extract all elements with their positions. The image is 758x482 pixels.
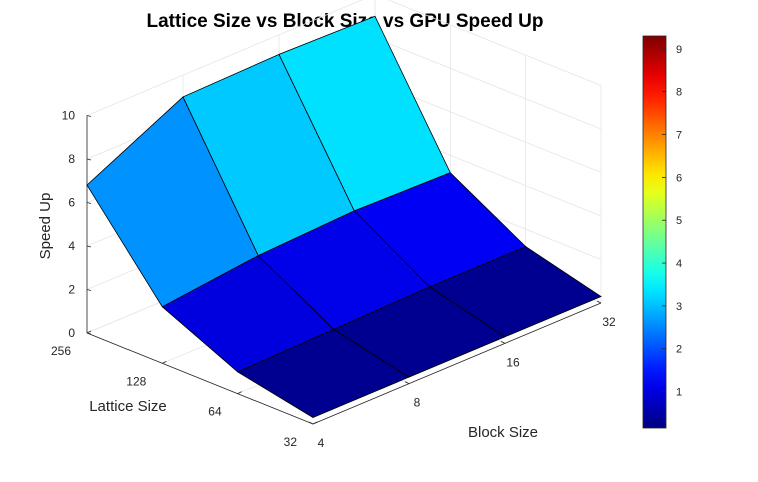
z-tick-mark <box>86 332 92 335</box>
z-tick-label: 0 <box>68 326 75 340</box>
z-tick-label: 6 <box>68 196 75 210</box>
y-tick-label: 64 <box>208 405 222 419</box>
x-tick-label: 8 <box>414 396 421 410</box>
x-tick-label: 32 <box>602 315 616 329</box>
z-tick-label: 10 <box>62 109 76 123</box>
z-tick-mark <box>86 158 92 161</box>
colorbar <box>642 35 667 429</box>
x-axis-label: Block Size <box>468 424 538 441</box>
y-tick-mark <box>312 421 318 425</box>
surface-patch <box>428 246 602 338</box>
colorbar-tick-label: 4 <box>676 258 682 270</box>
z-tick-label: 2 <box>68 283 75 297</box>
x-tick-mark <box>596 300 602 304</box>
surface-plot <box>86 15 602 418</box>
y-tick-mark <box>86 330 92 334</box>
colorbar-ticks: 1 2 3 4 5 6 7 8 9 <box>662 44 682 399</box>
z-axis-label: Speed Up <box>37 193 54 260</box>
y-tick-label: 128 <box>126 374 146 388</box>
z-tick-mark <box>86 245 92 248</box>
y-axis-label: Lattice Size <box>89 398 167 415</box>
colorbar-tick-label: 9 <box>676 44 682 56</box>
y-tick-mark <box>237 391 242 395</box>
x-tick-label: 4 <box>318 436 325 450</box>
axis-ticks: 4 8 16 32 32 64 128 256 0 2 4 6 8 10 <box>51 109 616 451</box>
colorbar-tick-label: 5 <box>676 215 682 227</box>
z-tick-mark <box>86 202 92 204</box>
gridline <box>86 0 363 116</box>
y-tick-mark <box>162 360 167 364</box>
x-tick-mark <box>308 421 314 425</box>
y-axis-line <box>86 332 314 425</box>
colorbar-tick-label: 7 <box>676 130 682 142</box>
colorbar-tick-label: 8 <box>676 87 682 99</box>
x-tick-mark <box>404 381 410 385</box>
colorbar-tick-label: 6 <box>676 172 682 184</box>
colorbar-tick-label: 3 <box>676 301 682 313</box>
z-tick-mark <box>86 115 92 117</box>
colorbar-tick-label: 2 <box>676 344 682 356</box>
colorbar-tick-label: 1 <box>676 387 682 399</box>
x-tick-label: 16 <box>506 355 520 369</box>
y-tick-label: 256 <box>51 344 71 358</box>
z-tick-mark <box>86 289 92 291</box>
chart-title: Lattice Size vs Block Size vs GPU Speed … <box>146 11 543 32</box>
x-tick-mark <box>500 340 506 344</box>
z-tick-label: 4 <box>68 239 75 253</box>
z-tick-label: 8 <box>68 152 75 166</box>
gridline <box>374 37 602 130</box>
y-tick-label: 32 <box>284 435 298 449</box>
gridline <box>387 0 602 86</box>
x-axis-line <box>312 302 602 425</box>
